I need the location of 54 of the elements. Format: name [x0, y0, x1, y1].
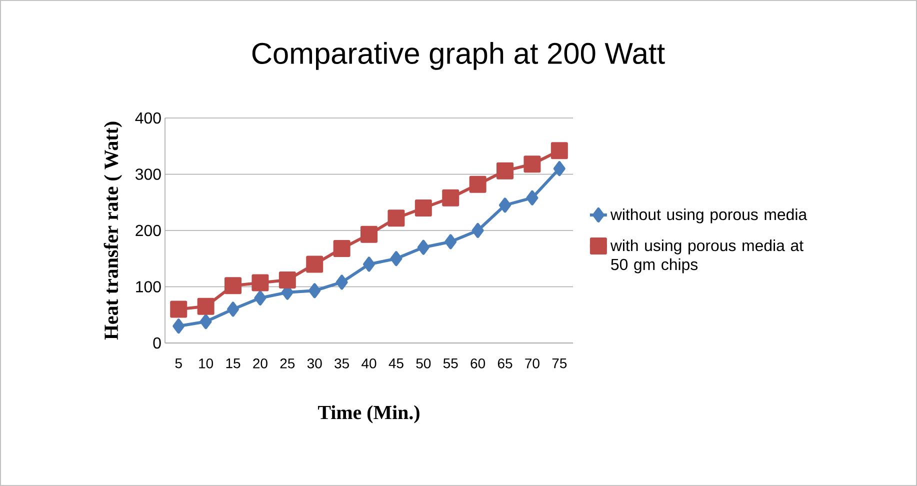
x-tick-label: 10	[199, 358, 214, 368]
point	[197, 298, 214, 315]
point	[499, 198, 512, 213]
point	[200, 314, 212, 330]
x-tick-label: 55	[443, 358, 458, 368]
x-tick-label: 45	[388, 358, 404, 368]
point	[444, 234, 457, 250]
point	[524, 156, 541, 173]
point	[469, 176, 486, 193]
point	[526, 190, 538, 206]
chart-title: Comparative graph at 200 Watt	[252, 42, 665, 70]
point	[336, 274, 348, 290]
point	[306, 256, 324, 273]
x-tick-label: 50	[416, 358, 431, 368]
point	[388, 210, 405, 227]
point	[224, 277, 242, 294]
y-axis-title: Heat transfer rate ( Watt)	[104, 122, 122, 340]
x-tick-label: 40	[362, 358, 376, 368]
point	[442, 189, 460, 206]
point	[227, 302, 240, 317]
point	[496, 162, 514, 180]
point	[360, 226, 378, 243]
point	[472, 222, 484, 238]
x-tick-label: 5	[175, 358, 182, 368]
legend-label: without using porous media	[610, 208, 808, 224]
y-tick-label: 0	[153, 337, 161, 349]
point	[254, 290, 266, 306]
point	[170, 300, 188, 318]
y-tick-label: 300	[136, 168, 161, 180]
y-tick-label: 100	[136, 281, 161, 292]
point	[390, 251, 402, 266]
point	[363, 256, 376, 272]
x-tick-label: 30	[307, 358, 322, 368]
legend-label: with using porous media at 50 gm chips	[610, 239, 804, 274]
point	[414, 199, 432, 216]
point	[172, 318, 185, 334]
x-tick-label: 65	[498, 358, 512, 368]
y-tick-label: 400	[135, 112, 161, 124]
x-tick-label: 25	[280, 358, 295, 368]
point	[550, 142, 568, 160]
y-tick-label: 200	[136, 224, 161, 236]
point	[553, 161, 566, 176]
point	[333, 240, 350, 257]
x-tick-label: 70	[525, 358, 540, 368]
point	[417, 240, 430, 255]
x-tick-label: 15	[226, 358, 240, 368]
x-axis-title: Time (Min.)	[318, 405, 420, 424]
point	[278, 271, 296, 288]
x-tick-label: 60	[470, 358, 486, 368]
x-tick-label: 75	[552, 358, 567, 368]
point	[308, 283, 321, 298]
point	[252, 274, 269, 292]
x-tick-label: 20	[253, 358, 268, 368]
x-tick-label: 35	[334, 358, 349, 368]
